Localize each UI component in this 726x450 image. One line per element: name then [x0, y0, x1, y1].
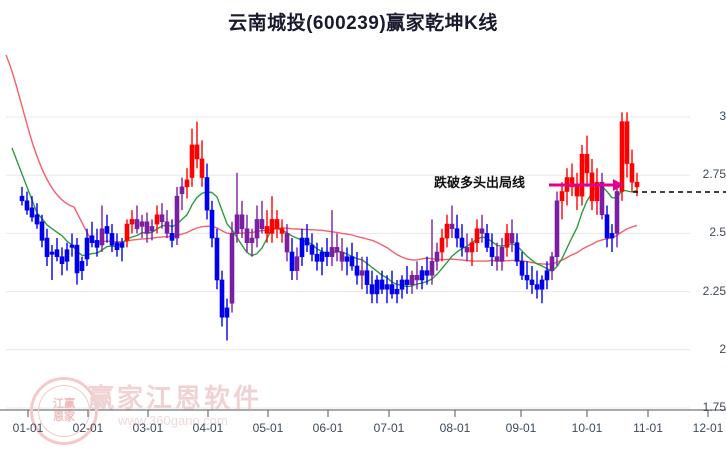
x-tick-05-01: 05-01 [252, 421, 284, 435]
x-tick-03-01: 03-01 [132, 421, 164, 435]
axis-lines [0, 409, 726, 417]
x-tick-07-01: 07-01 [373, 421, 405, 435]
y-tick-2.75: 2.75 [702, 167, 726, 182]
y-tick-2.25: 2.25 [702, 283, 726, 298]
gridlines [6, 116, 690, 409]
x-tick-02-01: 02-01 [72, 421, 104, 435]
x-tick-08-01: 08-01 [439, 421, 471, 435]
x-tick-04-01: 04-01 [192, 421, 224, 435]
ma-short-line [11, 147, 638, 288]
annotation-label: 跌破多头出局线 [434, 175, 526, 190]
x-tick-01-01: 01-01 [12, 421, 44, 435]
candlestick-series [19, 112, 640, 341]
x-tick-11-01: 11-01 [633, 421, 663, 435]
y-tick-2: 2 [719, 341, 726, 356]
page-title: 云南城投(600239)赢家乾坤K线 [228, 13, 498, 34]
y-tick-2.5: 2.5 [709, 225, 726, 240]
y-tick-3: 3 [719, 109, 726, 123]
x-tick-10-01: 10-01 [571, 421, 603, 435]
x-tick-06-01: 06-01 [312, 421, 344, 435]
annotation-arrow [549, 179, 726, 193]
x-tick-12-01: 12-01 [692, 421, 724, 435]
y-tick-1.75: 1.75 [702, 400, 726, 414]
x-tick-09-01: 09-01 [505, 421, 537, 435]
